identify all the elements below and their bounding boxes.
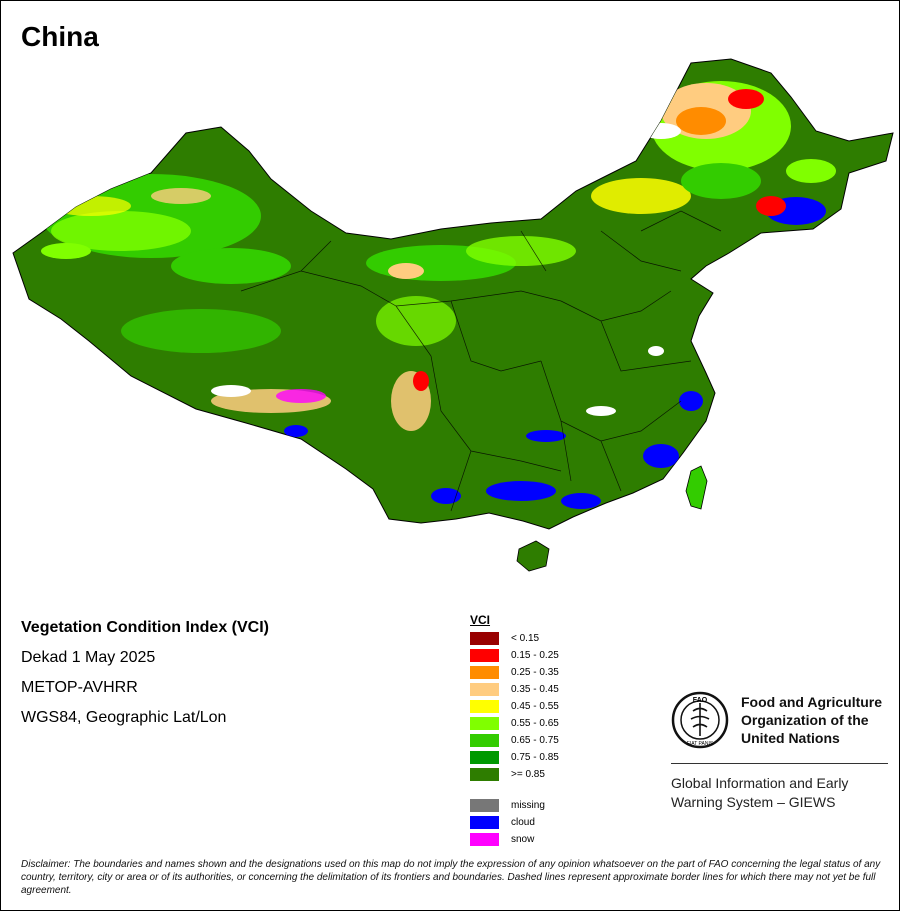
legend-label: 0.35 - 0.45 xyxy=(511,684,559,695)
legend-label: missing xyxy=(511,800,545,811)
legend-title: VCI xyxy=(470,613,491,627)
legend-item: missing xyxy=(470,797,559,814)
legend-item: 0.75 - 0.85 xyxy=(470,749,559,766)
legend-item: snow xyxy=(470,831,559,848)
legend-swatch xyxy=(470,751,499,764)
legend-label: snow xyxy=(511,834,535,845)
hainan-island xyxy=(516,540,550,572)
legend-item: 0.15 - 0.25 xyxy=(470,647,559,664)
fao-name: Food and Agriculture Organization of the… xyxy=(741,694,883,746)
legend-item: 0.55 - 0.65 xyxy=(470,715,559,732)
fao-logo-motto: FIAT PANIS xyxy=(687,741,714,747)
legend-swatch xyxy=(470,632,499,645)
legend-item: >= 0.85 xyxy=(470,766,559,783)
legend-classes: < 0.15 0.15 - 0.25 0.25 - 0.35 0.35 - 0.45 0… xyxy=(470,630,559,783)
giews-label: Global Information and Early Warning Sys… xyxy=(671,775,849,810)
legend-item: 0.65 - 0.75 xyxy=(470,732,559,749)
legend-special: missing cloud snow xyxy=(470,797,559,848)
map-info-panel: Vegetation Condition Index (VCI) Dekad 1… xyxy=(21,618,269,738)
period-label: Dekad 1 May 2025 xyxy=(21,649,156,666)
legend-item: cloud xyxy=(470,814,559,831)
fao-logo-text: FAO xyxy=(693,697,708,704)
china-landmass xyxy=(12,58,894,530)
legend-label: cloud xyxy=(511,817,535,828)
legend-swatch xyxy=(470,799,499,812)
legend-item: 0.35 - 0.45 xyxy=(470,681,559,698)
legend-label: 0.15 - 0.25 xyxy=(511,650,559,661)
legend-swatch xyxy=(470,683,499,696)
legend-swatch xyxy=(470,816,499,829)
legend-item: 0.45 - 0.55 xyxy=(470,698,559,715)
legend-label: >= 0.85 xyxy=(511,769,545,780)
vci-patches xyxy=(41,81,836,509)
map-title: China xyxy=(21,21,99,52)
legend-label: 0.65 - 0.75 xyxy=(511,735,559,746)
index-name: Vegetation Condition Index (VCI) xyxy=(21,619,269,636)
fao-divider xyxy=(671,763,888,764)
legend-swatch xyxy=(470,649,499,662)
china-vci-map xyxy=(12,58,894,572)
legend-label: 0.55 - 0.65 xyxy=(511,718,559,729)
legend-swatch xyxy=(470,734,499,747)
projection-label: WGS84, Geographic Lat/Lon xyxy=(21,709,227,726)
legend-swatch xyxy=(470,833,499,846)
taiwan-island xyxy=(685,465,708,510)
legend-item: < 0.15 xyxy=(470,630,559,647)
legend-swatch xyxy=(470,717,499,730)
legend-label: 0.75 - 0.85 xyxy=(511,752,559,763)
legend-item: 0.25 - 0.35 xyxy=(470,664,559,681)
legend-label: 0.45 - 0.55 xyxy=(511,701,559,712)
legend-swatch xyxy=(470,666,499,679)
legend-label: < 0.15 xyxy=(511,633,540,644)
fao-branding: FAO FIAT PANIS Food and Agriculture Orga… xyxy=(671,691,891,812)
fao-logo-icon: FAO FIAT PANIS xyxy=(671,691,729,749)
vci-legend: VCI < 0.15 0.15 - 0.25 0.25 - 0.35 0.35 - 0… xyxy=(470,613,559,848)
legend-swatch xyxy=(470,700,499,713)
legend-label: 0.25 - 0.35 xyxy=(511,667,559,678)
disclaimer-text: Disclaimer: The boundaries and names sho… xyxy=(21,859,881,896)
sensor-label: METOP-AVHRR xyxy=(21,679,138,696)
legend-swatch xyxy=(470,768,499,781)
province-boundaries xyxy=(240,210,722,512)
